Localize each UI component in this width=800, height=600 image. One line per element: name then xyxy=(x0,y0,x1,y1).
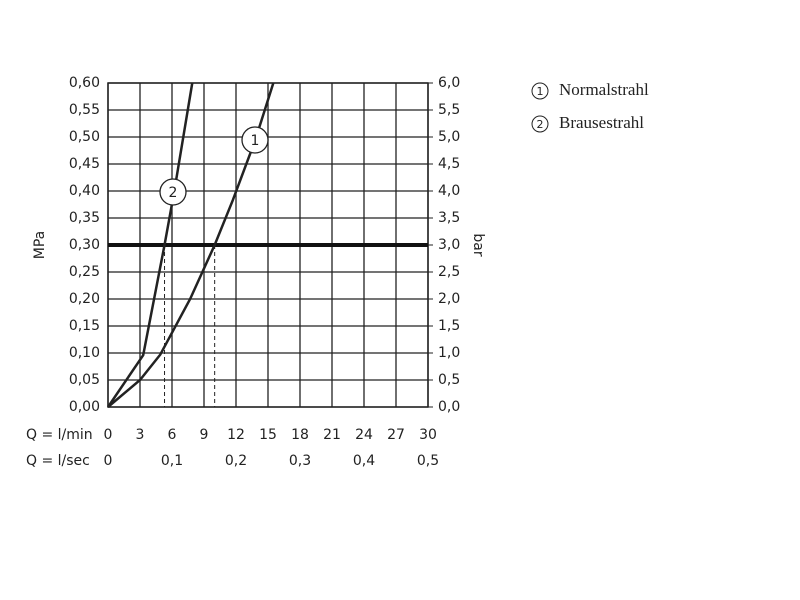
x-tick-label: 30 xyxy=(419,427,437,443)
curve-label: 2 xyxy=(169,185,178,201)
y-tick-label: 0,25 xyxy=(69,264,100,280)
y2-tick-label: 3,0 xyxy=(438,237,460,253)
x-tick-label: 9 xyxy=(200,427,209,443)
y-tick-label: 0,15 xyxy=(69,318,100,334)
y2-tick-label: 2,5 xyxy=(438,264,460,280)
y-tick-label: 0,30 xyxy=(69,237,100,253)
y-tick-label: 0,20 xyxy=(69,291,100,307)
x-tick-label: 15 xyxy=(259,427,277,443)
y2-tick-label: 1,5 xyxy=(438,318,460,334)
legend-circle xyxy=(531,82,549,100)
legend-circle xyxy=(531,115,549,133)
x2-axis-label: Q = l/sec xyxy=(26,453,90,469)
y2-tick-label: 3,5 xyxy=(438,210,460,226)
curve-label-circle xyxy=(159,178,187,206)
x2-tick-label: 0,1 xyxy=(161,453,183,469)
y2-tick-label: 4,5 xyxy=(438,156,460,172)
y2-tick-label: 2,0 xyxy=(438,291,460,307)
legend-label: Normalstrahl xyxy=(559,80,649,99)
y-tick-label: 0,45 xyxy=(69,156,100,172)
y-tick-label: 0,40 xyxy=(69,183,100,199)
curve-label-circle xyxy=(241,126,269,154)
x-tick-label: 12 xyxy=(227,427,245,443)
x2-tick-label: 0 xyxy=(104,453,113,469)
x-tick-label: 0 xyxy=(104,427,113,443)
y-tick-label: 0,35 xyxy=(69,210,100,226)
y-tick-label: 0,10 xyxy=(69,345,100,361)
x-tick-label: 24 xyxy=(355,427,373,443)
y2-tick-label: 0,0 xyxy=(438,399,460,415)
x-tick-label: 27 xyxy=(387,427,405,443)
y2-tick-label: 5,5 xyxy=(438,102,460,118)
y2-tick-label: 5,0 xyxy=(438,129,460,145)
x2-tick-label: 0,4 xyxy=(353,453,375,469)
series-line xyxy=(106,82,194,408)
legend-number: 1 xyxy=(537,85,544,98)
legend-label: Brausestrahl xyxy=(559,113,644,132)
x-tick-label: 6 xyxy=(168,427,177,443)
x-axis-label: Q = l/min xyxy=(26,427,93,443)
curve-label: 1 xyxy=(251,133,260,149)
x2-tick-label: 0,5 xyxy=(417,453,439,469)
y-tick-label: 0,00 xyxy=(69,399,100,415)
x2-tick-label: 0,2 xyxy=(225,453,247,469)
x2-tick-label: 0,3 xyxy=(289,453,311,469)
y2-axis-label: bar xyxy=(470,233,486,256)
y2-tick-label: 6,0 xyxy=(438,75,460,91)
x-tick-label: 18 xyxy=(291,427,309,443)
y-tick-label: 0,60 xyxy=(69,75,100,91)
y-tick-label: 0,05 xyxy=(69,372,100,388)
y-tick-label: 0,50 xyxy=(69,129,100,145)
y-tick-label: 0,55 xyxy=(69,102,100,118)
y2-tick-label: 4,0 xyxy=(438,183,460,199)
x-tick-label: 21 xyxy=(323,427,341,443)
y2-tick-label: 1,0 xyxy=(438,345,460,361)
y-axis-label: MPa xyxy=(32,231,48,259)
x-tick-label: 3 xyxy=(136,427,145,443)
legend-number: 2 xyxy=(537,118,544,131)
y2-tick-label: 0,5 xyxy=(438,372,460,388)
